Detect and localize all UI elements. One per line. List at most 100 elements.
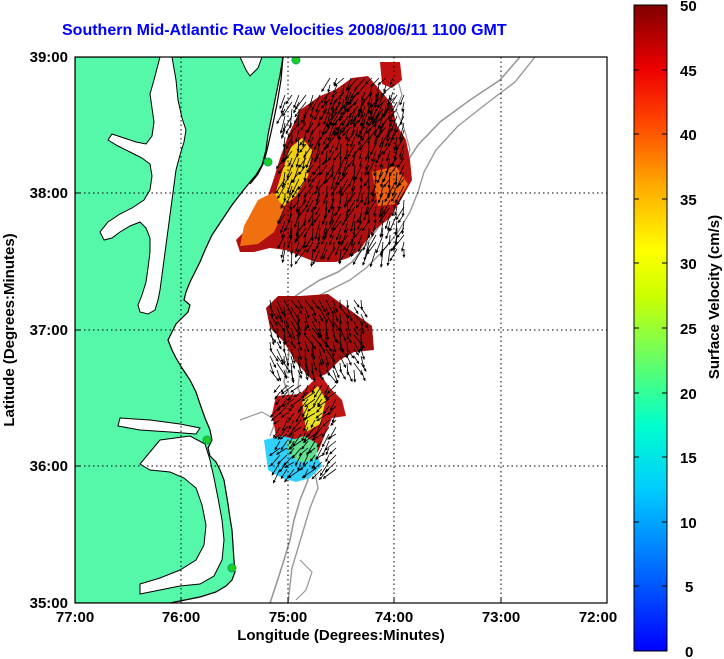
velocity-vector	[341, 115, 349, 127]
velocity-vector	[297, 178, 307, 191]
velocity-vector	[389, 248, 398, 262]
velocity-vector	[348, 171, 356, 188]
bathymetry-contour	[295, 559, 313, 601]
velocity-vector	[360, 341, 364, 351]
velocity-vector	[332, 362, 340, 379]
velocity-vector	[394, 171, 398, 186]
velocity-vector	[273, 384, 281, 393]
velocity-vector	[382, 199, 391, 215]
velocity-vector	[269, 313, 278, 326]
velocity-vector	[290, 341, 296, 349]
y-tick-label: 38:00	[30, 185, 68, 202]
velocity-vector	[270, 405, 281, 418]
velocity-vector	[344, 129, 349, 141]
radar-station	[263, 157, 273, 167]
velocity-vector	[389, 213, 398, 232]
velocity-vector	[346, 101, 356, 113]
velocity-vector	[305, 234, 314, 248]
velocity-vector	[401, 220, 405, 235]
velocity-vector	[350, 248, 356, 257]
velocity-vector	[324, 384, 330, 395]
velocity-vector	[311, 306, 317, 317]
colorbar	[633, 4, 668, 652]
velocity-vector	[329, 227, 335, 238]
velocity-vector	[309, 108, 314, 118]
velocity-vector	[276, 341, 282, 350]
velocity-vector	[334, 105, 338, 115]
velocity-vector	[276, 348, 284, 363]
velocity-vector	[353, 112, 359, 122]
velocity-vector	[353, 306, 359, 315]
velocity-vector	[364, 164, 370, 176]
velocity-vector	[318, 313, 324, 322]
velocity-vector	[332, 320, 341, 332]
velocity-vector	[291, 185, 300, 199]
velocity-vector	[356, 84, 366, 96]
velocity-vector	[289, 426, 302, 436]
velocity-vector	[280, 241, 286, 259]
velocity-vector	[279, 433, 288, 440]
velocity-vector	[283, 369, 288, 380]
velocity-vector	[271, 461, 281, 476]
velocity-vector	[395, 206, 405, 221]
velocity-vector	[325, 327, 330, 341]
velocity-vector	[295, 157, 300, 168]
velocity-vector	[271, 412, 281, 422]
velocity-vector	[347, 143, 356, 158]
velocity-vector	[279, 115, 286, 134]
velocity-vector	[398, 143, 405, 158]
velocity-vector	[290, 171, 300, 184]
velocity-vector	[307, 426, 316, 437]
velocity-vector	[298, 164, 307, 176]
velocity-vector	[285, 136, 293, 149]
colorbar-ticks	[634, 4, 667, 587]
velocity-vector	[327, 405, 337, 416]
velocity-vector	[294, 248, 307, 265]
velocity-vector	[322, 248, 328, 260]
velocity-vector	[330, 192, 335, 211]
velocity-vector	[276, 306, 283, 320]
velocity-vector	[346, 348, 355, 359]
velocity-vector	[356, 213, 363, 223]
velocity-vector	[306, 241, 314, 253]
velocity-vector	[346, 98, 352, 106]
velocity-vector	[297, 348, 302, 361]
velocity-vector	[317, 398, 330, 408]
velocity-vector	[343, 220, 349, 234]
velocity-vector	[293, 391, 302, 398]
delaware-bay	[239, 57, 263, 77]
velocity-vector	[386, 94, 398, 112]
velocity-vector	[326, 164, 335, 176]
velocity-vector	[336, 119, 345, 131]
velocity-vector	[399, 129, 405, 143]
velocity-vector	[368, 112, 373, 121]
velocity-vector	[294, 454, 302, 466]
velocity-vector	[325, 454, 330, 462]
velocity-vector	[384, 213, 391, 230]
velocity-vector	[324, 440, 337, 451]
velocity-vector	[322, 101, 328, 115]
velocity-vector	[349, 213, 356, 233]
velocity-vector	[326, 248, 335, 261]
velocity-vector	[311, 433, 323, 441]
velocity-vector	[323, 405, 330, 415]
velocity-vector	[327, 433, 337, 440]
velocity-vector	[384, 192, 391, 203]
colorbar-tick-label: 35	[680, 192, 697, 209]
velocity-vector	[320, 143, 328, 156]
velocity-vector	[307, 405, 316, 412]
velocity-vector	[269, 369, 280, 382]
velocity-vector	[288, 426, 295, 438]
velocity-vector	[355, 126, 359, 138]
velocity-vector	[360, 320, 365, 335]
colorbar-tick-label: 40	[680, 127, 697, 144]
velocity-vector	[286, 164, 293, 179]
velocity-vector	[290, 348, 296, 364]
x-tick-label: 72:00	[579, 609, 617, 626]
velocity-vector	[400, 150, 405, 161]
velocity-vector	[353, 327, 359, 336]
velocity-vector	[325, 306, 330, 316]
velocity-vector	[326, 119, 331, 130]
velocity-vector	[327, 122, 335, 141]
velocity-vector	[316, 405, 323, 413]
